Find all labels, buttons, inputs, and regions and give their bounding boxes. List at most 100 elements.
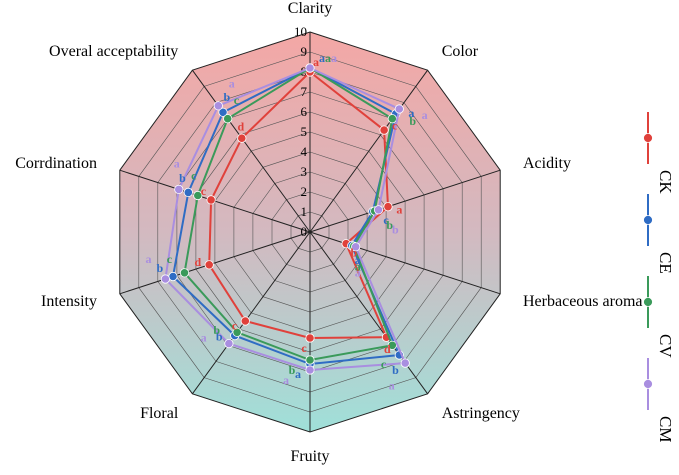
sig-label-cm-corrdination: a: [174, 156, 180, 170]
spoke-color: [309, 69, 429, 233]
legend-marker-cv: [643, 297, 653, 307]
point-cv-overal-acceptability: [223, 114, 233, 124]
sig-label-ck-corrdination: c: [201, 184, 207, 198]
sig-label-cv-fruity: b: [289, 363, 296, 377]
point-cv-fruity: [305, 355, 315, 365]
sig-label-cm-astringency: a: [389, 378, 395, 392]
sig-label-ck-clarity: a: [313, 55, 319, 69]
sig-label-cv-acidity: b: [386, 218, 393, 232]
spoke-floral: [191, 231, 311, 395]
legend-label-ce: CE: [656, 252, 675, 274]
point-ce-intensity: [168, 271, 178, 282]
axis-label-fruity: Fruity: [290, 448, 329, 465]
axis-label-color: Color: [442, 43, 479, 60]
point-cv-astringency: [387, 340, 397, 350]
point-ce-overal-acceptability: [218, 107, 228, 117]
point-cm-floral: [224, 338, 234, 349]
legend-label-ck: CK: [656, 170, 675, 194]
sig-label-cv-overal-acceptability: c: [234, 93, 240, 107]
axis-label-intensity: Intensity: [41, 293, 97, 310]
sig-label-cm-herbaceous-aroma: a: [355, 266, 361, 280]
sig-label-ck-intensity: d: [194, 255, 201, 269]
point-ce-corrdination: [183, 187, 193, 197]
sig-label-cv-intensity: c: [167, 252, 173, 266]
axis-label-acidity: Acidity: [523, 155, 571, 172]
point-ck-fruity: [305, 333, 315, 343]
legend-label-cv: CV: [656, 334, 675, 358]
point-ck-acidity: [383, 202, 393, 212]
tick-label-2: 2: [301, 184, 308, 199]
point-cm-intensity: [160, 274, 170, 284]
sig-label-ck-floral: c: [232, 319, 238, 333]
sig-label-ck-overal-acceptability: d: [237, 120, 244, 134]
axis-label-corrdination: Corrdination: [15, 155, 97, 172]
point-cm-clarity: [305, 63, 315, 73]
sig-label-ce-astringency: b: [392, 363, 399, 377]
point-cm-herbaceous-aroma: [351, 242, 361, 252]
sig-label-cv-astringency: c: [381, 357, 387, 371]
tick-label-10: 10: [294, 24, 307, 39]
sig-label-cm-floral: a: [201, 331, 207, 345]
legend-item-ck: CK: [643, 112, 675, 194]
sig-label-cv-herbaceous-aroma: a: [355, 259, 361, 273]
legend-marker-ce: [643, 215, 653, 225]
spoke-overal-acceptability: [191, 69, 311, 233]
point-cm-color: [394, 104, 404, 114]
point-ck-corrdination: [206, 195, 216, 205]
sig-label-ce-herbaceous-aroma: a: [355, 253, 361, 267]
point-cv-corrdination: [193, 190, 203, 201]
point-cm-corrdination: [174, 184, 184, 194]
tick-label-0: 0: [301, 224, 308, 239]
sig-label-ce-corrdination: b: [179, 171, 186, 185]
axis-label-astringency: Astringency: [442, 405, 520, 422]
sig-label-ce-intensity: b: [156, 261, 163, 275]
sig-label-cv-floral: b: [213, 323, 220, 337]
sig-label-cm-overal-acceptability: a: [229, 77, 235, 91]
tick-label-7: 7: [301, 84, 308, 99]
legend-marker-cm: [643, 379, 653, 389]
legend-marker-ck: [643, 133, 653, 143]
point-ck-intensity: [204, 260, 214, 270]
tick-label-3: 3: [301, 164, 308, 179]
point-cv-floral: [232, 327, 242, 337]
point-cm-astringency: [400, 358, 410, 368]
point-ck-floral: [240, 316, 250, 326]
point-ck-overal-acceptability: [237, 133, 247, 143]
axis-label-clarity: Clarity: [288, 0, 332, 17]
sig-label-ce-acidity: c: [383, 213, 389, 227]
legend: CK CE CV CM: [643, 112, 675, 442]
sig-label-ce-floral: b: [216, 330, 223, 344]
point-cm-fruity: [305, 365, 315, 375]
sig-label-cm-fruity: a: [283, 373, 289, 387]
tick-label-9: 9: [301, 44, 308, 59]
tick-label-6: 6: [301, 104, 308, 119]
sig-label-cm-clarity: a: [331, 51, 337, 65]
axis-labels: Clarity Color Acidity Herbaceous aroma Astri…: [15, 0, 642, 465]
spoke-intensity: [119, 231, 311, 295]
series-cm: [160, 63, 410, 375]
tick-label-5: 5: [301, 124, 308, 139]
spoke-acidity: [309, 169, 501, 233]
sig-label-ce-overal-acceptability: b: [223, 90, 230, 104]
point-cv-intensity: [179, 268, 190, 278]
tick-label-1: 1: [301, 204, 308, 219]
axis-label-floral: Floral: [140, 405, 179, 422]
legend-item-ce: CE: [643, 194, 675, 274]
point-cm-acidity: [373, 205, 384, 215]
sig-label-ce-color: a: [408, 106, 414, 120]
series-layer: [160, 63, 410, 375]
sig-label-cm-acidity: b: [392, 223, 399, 237]
spoke-herbaceous-aroma: [309, 231, 501, 295]
tick-label-4: 4: [301, 144, 308, 159]
sig-label-ck-acidity: a: [396, 202, 402, 216]
sig-label-ck-color: c: [392, 119, 398, 133]
sig-label-cm-intensity: a: [146, 252, 152, 266]
spoke-astringency: [309, 231, 429, 395]
legend-item-cv: CV: [643, 276, 675, 358]
sig-label-cv-clarity: a: [325, 51, 331, 65]
sig-label-cv-corrdination: c: [191, 168, 197, 182]
sig-label-ck-astringency: d: [384, 342, 391, 356]
sig-label-ce-fruity: a: [295, 367, 301, 381]
